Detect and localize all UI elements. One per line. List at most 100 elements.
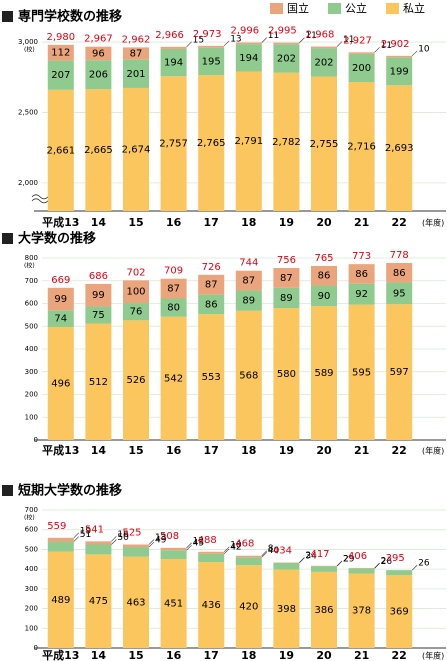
data-label: 19 — [80, 526, 92, 536]
x-tick-label: 18 — [241, 216, 256, 229]
total-label: 702 — [126, 267, 145, 278]
leader-line — [299, 37, 305, 43]
y-tick-label: 200 — [25, 605, 38, 613]
bar-segment — [123, 320, 149, 440]
data-label: 589 — [314, 368, 333, 379]
total-label: 559 — [47, 521, 66, 532]
total-label: 417 — [310, 549, 329, 560]
y-tick-label: 2,000 — [18, 179, 38, 187]
leader-line — [186, 41, 192, 48]
bar-segment — [348, 573, 375, 648]
data-label: 86 — [393, 268, 406, 279]
y-unit: (校) — [24, 46, 35, 54]
data-label: 202 — [277, 54, 296, 65]
total-label: 406 — [348, 551, 367, 562]
leader-line — [223, 40, 230, 47]
bar-segment — [85, 60, 112, 90]
bar-segment — [47, 89, 74, 211]
data-label: 112 — [51, 48, 70, 59]
data-label: 199 — [390, 66, 409, 77]
bar-segment — [85, 306, 112, 324]
data-label: 580 — [277, 369, 296, 380]
data-label: 95 — [393, 288, 406, 299]
data-label: 595 — [352, 367, 371, 378]
bar-segment — [348, 304, 375, 440]
y-tick-label: 400 — [25, 345, 38, 353]
x-tick-label: 19 — [279, 216, 294, 229]
data-label: 2,693 — [385, 143, 414, 154]
x-tick-label: 平成13 — [42, 443, 79, 457]
leader-line — [223, 546, 230, 553]
bar-segment — [386, 304, 413, 440]
total-label: 488 — [198, 535, 217, 546]
data-label: 2,665 — [84, 145, 113, 156]
total-label: 686 — [89, 271, 108, 282]
data-label: 2,765 — [197, 138, 226, 149]
data-label: 2,674 — [122, 144, 151, 155]
data-label: 2,757 — [159, 139, 188, 150]
bar-segment — [348, 264, 375, 284]
x-tick-label: 21 — [354, 216, 369, 229]
x-tick-label: 16 — [166, 444, 182, 457]
y-tick-label: 500 — [25, 545, 38, 553]
bar-segment — [273, 308, 300, 440]
data-label: 2,782 — [272, 137, 301, 148]
data-label: 526 — [126, 375, 145, 386]
bar-segment — [123, 280, 149, 304]
bar-segment — [348, 53, 375, 83]
data-label: 2 — [343, 554, 349, 564]
bar-segment — [85, 46, 112, 61]
leader-line — [111, 539, 117, 545]
data-label: 89 — [280, 293, 293, 304]
bar-segment — [47, 60, 74, 90]
bar-segment — [160, 559, 187, 648]
x-tick-label: 20 — [316, 649, 332, 661]
data-label: 420 — [239, 602, 258, 613]
bar-segment — [386, 85, 413, 211]
leader-line — [261, 37, 268, 43]
x-tick-label: 19 — [279, 444, 294, 457]
leader-line — [148, 541, 155, 548]
bar-segment — [85, 541, 112, 545]
data-label: 11 — [268, 31, 279, 41]
leader-line — [186, 545, 192, 551]
data-label: 2 — [381, 556, 387, 566]
x-tick-label: 20 — [316, 444, 332, 457]
data-label: 42 — [230, 542, 241, 552]
bar-segment — [235, 310, 262, 440]
total-label: 2,996 — [230, 26, 259, 37]
data-label: 89 — [242, 296, 255, 307]
y-tick-label: 100 — [25, 413, 38, 421]
y-tick-label: 800 — [25, 254, 38, 262]
total-label: 744 — [239, 258, 258, 269]
y-unit: (校) — [24, 514, 35, 522]
bar-segment — [386, 282, 413, 305]
x-tick-label: 15 — [128, 216, 143, 229]
x-tick-label: 17 — [204, 649, 219, 661]
chart-title: 大学数の推移 — [18, 231, 96, 247]
bar-segment — [273, 42, 300, 45]
bar-segment — [160, 76, 187, 212]
bar-segment — [123, 303, 149, 321]
y-tick-label: 600 — [25, 526, 38, 534]
bar-segment — [273, 569, 300, 648]
bar-segment — [47, 541, 74, 552]
y-tick-label: 500 — [25, 322, 38, 330]
data-label: 76 — [130, 307, 143, 318]
x-tick-label: 22 — [392, 444, 407, 457]
y-tick-label: 300 — [25, 585, 38, 593]
bar-segment — [311, 265, 337, 286]
bar-segment — [311, 571, 337, 648]
total-label: 434 — [273, 545, 292, 556]
bar-segment — [198, 314, 225, 440]
data-label: 202 — [314, 57, 333, 68]
data-label: 92 — [355, 289, 368, 300]
total-label: 709 — [164, 266, 183, 277]
bar-segment — [123, 556, 149, 648]
bar-segment — [235, 42, 262, 45]
bar-segment — [47, 310, 74, 328]
data-label: 542 — [164, 373, 183, 384]
data-label: 74 — [54, 314, 67, 325]
x-tick-label: 16 — [166, 649, 182, 661]
title-marker — [2, 233, 13, 244]
